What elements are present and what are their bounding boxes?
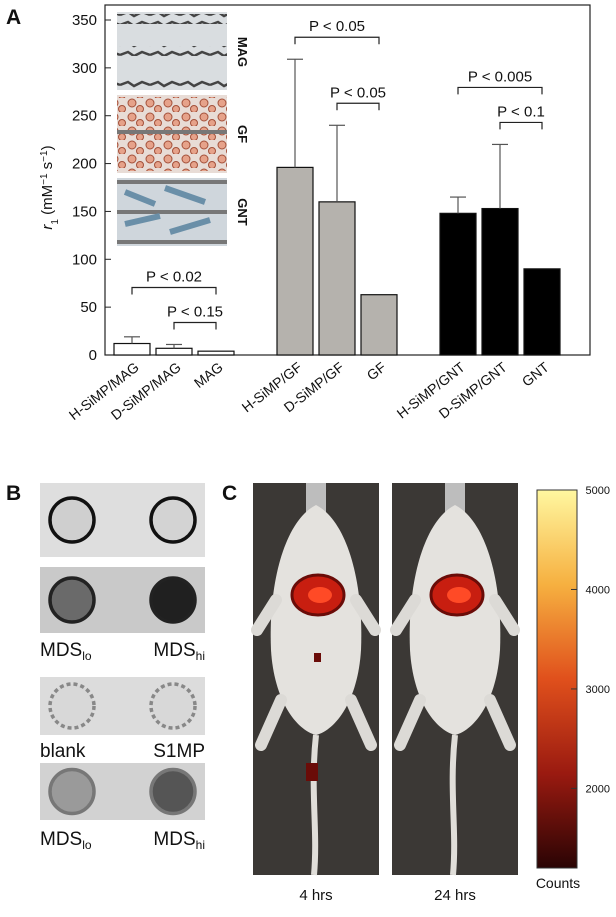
panel-label: B [6, 482, 21, 505]
label-text: MDS [153, 640, 195, 661]
label-sub: lo [82, 838, 92, 852]
significance-label: P < 0.005 [468, 68, 532, 85]
inset-label: GNT [235, 198, 250, 226]
significance-label: P < 0.05 [330, 84, 386, 101]
y-tick-label: 150 [72, 203, 97, 220]
significance-label: P < 0.02 [146, 268, 202, 285]
colorbar-tick-label: 2000 [586, 783, 610, 795]
caption: 24 hrs [434, 887, 476, 904]
sample-well [149, 682, 197, 730]
sample-well [48, 767, 96, 816]
significance-bracket [173, 321, 217, 330]
y-label-run: 1 [50, 219, 61, 225]
y-tick-label: 50 [80, 299, 97, 316]
bar [523, 268, 561, 356]
y-tick-label: 300 [72, 60, 97, 77]
sample-label: MDSlo [40, 640, 92, 663]
label-text: MDS [40, 829, 82, 850]
sample-well [149, 767, 197, 816]
label-sub: lo [82, 649, 92, 663]
mouse-body [270, 505, 362, 735]
y-tick-label: 350 [72, 12, 97, 29]
signal-core [447, 587, 471, 603]
inset-schematic [117, 12, 227, 246]
sample-label: MDShi [153, 829, 205, 852]
x-tick-label: MAG [191, 359, 226, 391]
significance-label: P < 0.1 [497, 103, 545, 120]
bar [197, 350, 235, 356]
bar [155, 347, 193, 356]
caption: 4 hrs [299, 887, 332, 904]
x-tick-label: GF [364, 359, 389, 384]
mouse-limbs [251, 594, 381, 751]
y-tick-label: 200 [72, 156, 97, 173]
y-label-run: −1 [39, 150, 50, 162]
sample-well [48, 496, 96, 544]
bar [318, 201, 356, 356]
sample-label: MDShi [153, 640, 205, 663]
inset-label: GF [235, 125, 250, 143]
x-tick-label: GNT [519, 358, 552, 389]
sample-well [149, 496, 197, 544]
y-tick-label: 250 [72, 108, 97, 125]
label-text: blank [40, 741, 86, 762]
mouse-tail [310, 734, 319, 876]
sample-well [48, 682, 96, 730]
colorbar-tick-label: 4000 [586, 584, 610, 596]
colorbar-label: Counts [536, 875, 580, 891]
sample-well [149, 576, 197, 624]
significance-bracket [457, 86, 543, 95]
label-sub: hi [196, 838, 205, 852]
bar [360, 294, 398, 356]
panel-label: C [222, 482, 237, 505]
sample-label: S1MP [153, 741, 205, 762]
y-tick-label: 100 [72, 251, 97, 268]
y-tick-label: 0 [89, 347, 97, 364]
signal-spot [306, 763, 318, 781]
colorbar-tick-label: 3000 [586, 684, 610, 696]
y-label-run: −1 [39, 173, 50, 185]
bar [276, 166, 314, 356]
colorbar [536, 489, 578, 869]
y-label-run: ) [39, 145, 56, 150]
bar [439, 212, 477, 356]
y-label-run: (mM [39, 185, 56, 219]
significance-label: P < 0.15 [167, 303, 223, 320]
tube [445, 483, 465, 513]
bar [481, 207, 519, 356]
bar [113, 342, 151, 356]
significance-bracket [499, 121, 543, 130]
signal-core [308, 587, 332, 603]
y-label-run: r [39, 224, 56, 230]
mouse-body [409, 505, 501, 735]
panel-label: A [6, 6, 21, 29]
sample-label: MDSlo [40, 829, 92, 852]
colorbar-tick-label: 5000 [586, 485, 610, 497]
x-tick-label: H-SiMP/MAG [66, 359, 142, 423]
label-text: MDS [153, 829, 195, 850]
label-sub: hi [196, 649, 205, 663]
signal-spot [314, 653, 321, 662]
y-label-run: s [39, 162, 56, 174]
significance-bracket [131, 286, 217, 295]
mouse-limbs [390, 594, 520, 751]
mouse-tail [449, 734, 458, 876]
tube [306, 483, 326, 513]
label-text: MDS [40, 640, 82, 661]
label-text: S1MP [153, 741, 205, 762]
significance-label: P < 0.05 [309, 18, 365, 35]
sample-well [48, 576, 96, 624]
significance-bracket [294, 36, 380, 45]
y-axis-label: r1 (mM−1 s−1) [39, 145, 61, 229]
sample-label: blank [40, 741, 86, 762]
inset-label: MAG [235, 37, 250, 67]
significance-bracket [336, 102, 380, 111]
